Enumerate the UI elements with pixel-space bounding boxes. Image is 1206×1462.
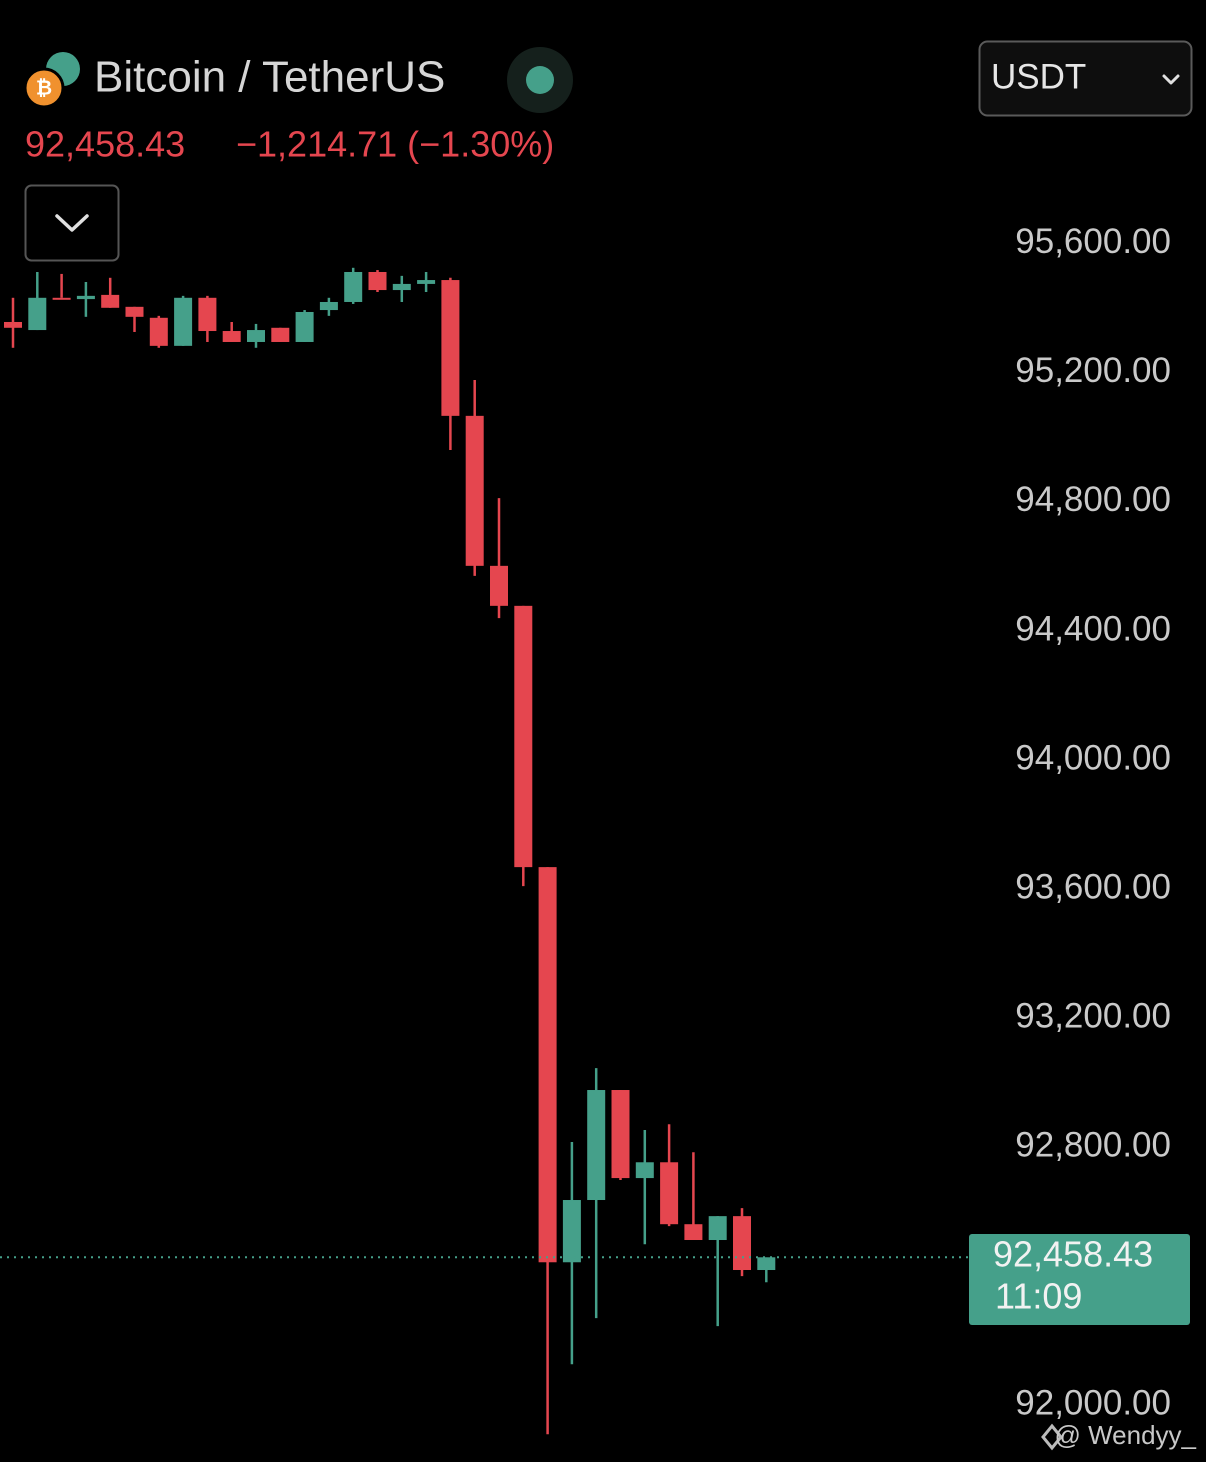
candle-body [465,415,484,566]
y-tick-label: 95,200.00 [1015,351,1171,390]
header-price: 92,458.43 [25,124,185,165]
currency-chevron [1162,74,1180,85]
y-tick-label: 93,600.00 [1015,867,1171,906]
expand-chevron [55,214,89,232]
expand-button[interactable] [24,184,120,262]
watermark: @ Wendyy_ [1054,1420,1196,1450]
candle-body [538,867,557,1263]
bitcoin-symbol: ₿ [36,77,52,99]
candle-body [198,297,217,332]
plot-area [0,267,969,1435]
y-tick-label: 95,600.00 [1015,222,1171,261]
candle-body [247,330,265,342]
last-price-label: 92,458.43 [993,1234,1153,1275]
chart-title: Bitcoin / TetherUS [94,53,445,102]
candle-body [222,331,241,342]
bitcoin-icon [23,67,65,109]
candle-body [149,317,168,346]
y-tick-label: 92,000.00 [1015,1383,1171,1422]
candle-body [417,280,436,284]
y-tick-label: 94,400.00 [1015,609,1171,648]
candle-body [708,1216,727,1241]
candle-body [174,297,193,346]
candle-body [635,1162,654,1179]
candle-body [684,1224,703,1241]
candle-body [125,306,144,317]
y-tick-label: 94,800.00 [1015,480,1171,519]
candle-body [392,283,411,291]
candle-body [101,294,120,308]
currency-label: USDT [991,57,1086,96]
candle-body [757,1257,776,1271]
candle-body [611,1090,630,1179]
candle-body [660,1162,679,1225]
y-tick-label: 94,000.00 [1015,738,1171,777]
last-price-box [969,1234,1190,1325]
candle-body [52,297,71,300]
candle-body [271,327,290,342]
y-tick-label: 92,800.00 [1015,1125,1171,1164]
candle-body [587,1090,606,1201]
candle-body [733,1216,751,1271]
candle-body [514,605,533,868]
candle-body [4,321,22,328]
header-change: −1,214.71 (−1.30%) [236,124,554,165]
countdown-label: 11:09 [995,1276,1082,1317]
candle-body [344,271,363,302]
candle-body [76,295,95,300]
y-tick-label: 93,200.00 [1015,996,1171,1035]
status-dot [526,66,554,94]
candle-body [295,311,314,342]
candle-body [319,301,338,311]
candle-body [490,565,508,606]
candle-body [28,297,47,331]
candle-body [562,1200,581,1263]
candle-body [441,280,460,416]
candle-body [368,271,387,291]
currency-selector[interactable] [978,40,1193,117]
watermark-icon [1041,1423,1063,1451]
